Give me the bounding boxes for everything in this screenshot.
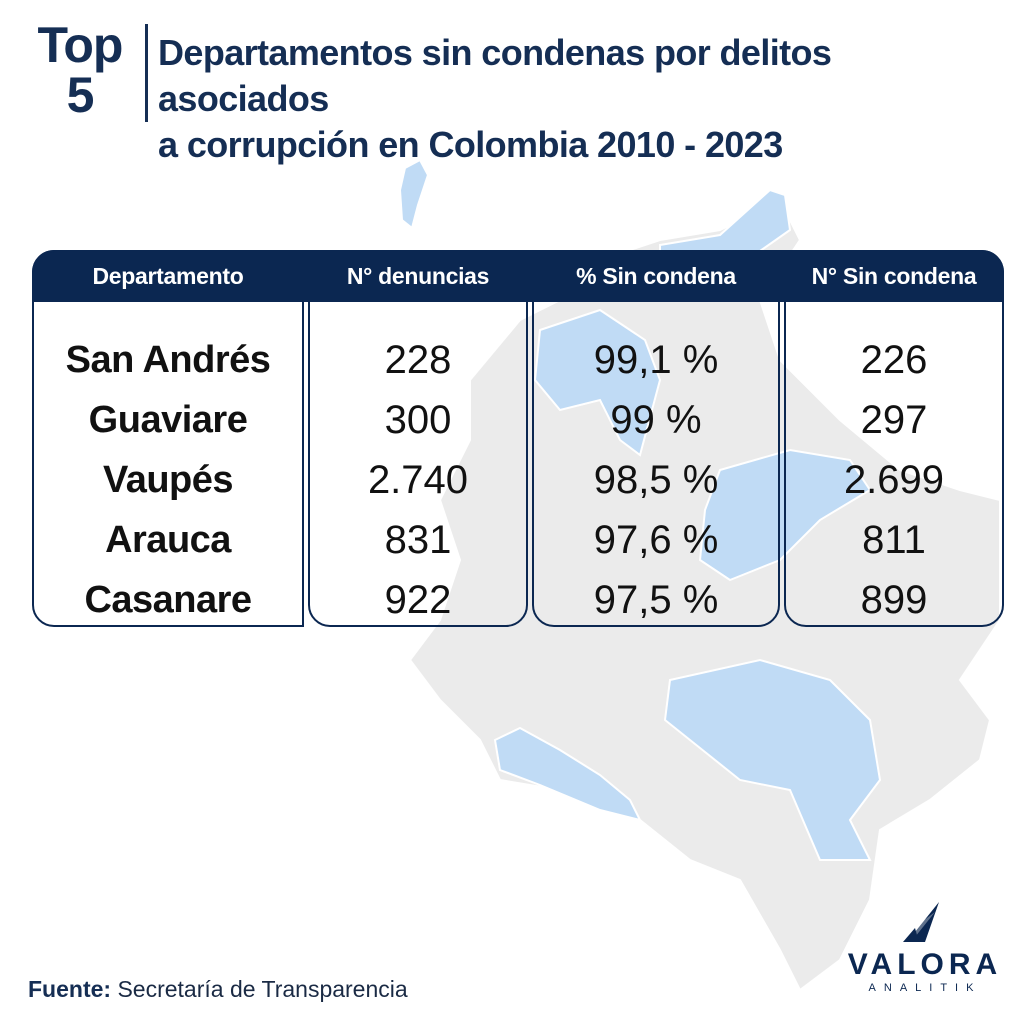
source-label: Fuente: — [28, 976, 112, 1002]
header-divider — [145, 24, 148, 122]
table-cell: 226 — [860, 337, 928, 382]
table-cell: 2.699 — [843, 457, 945, 502]
page-title-line1: Departamentos sin condenas por delitos a… — [158, 32, 832, 119]
column-box-sin-condena-num: 226 297 2.699 811 899 — [784, 250, 1004, 627]
source-text: Secretaría de Transparencia — [117, 976, 408, 1002]
table-cell: Casanare — [84, 578, 252, 621]
column-header-sin-condena-num: N° Sin condena — [784, 250, 1004, 302]
valora-logo-icon — [903, 902, 939, 942]
column-header-label: N° Sin condena — [811, 262, 977, 289]
table-cell: 97,5 % — [593, 577, 719, 622]
table-cell: 2.740 — [367, 457, 469, 502]
table-cell: San Andrés — [65, 338, 271, 381]
column-box-departamento: San Andrés Guaviare Vaupés Arauca Casana… — [32, 250, 304, 627]
map-region-west — [533, 308, 662, 457]
table-cell: Arauca — [105, 518, 231, 561]
column-box-sin-condena-pct: 99,1 % 99 % 98,5 % 97,6 % 97,5 % — [532, 250, 780, 627]
table-cell: 228 — [384, 337, 452, 382]
table-cell: 98,5 % — [593, 457, 719, 502]
column-header-sin-condena-pct: % Sin condena — [532, 250, 780, 302]
table-cell: 899 — [860, 577, 928, 622]
map-region-san-andres — [398, 158, 430, 230]
page-title: Departamentos sin condenas por delitos a… — [158, 30, 1008, 168]
source-note: Fuente: Secretaría de Transparencia — [28, 976, 408, 1003]
top-badge-line2: 5 — [66, 67, 95, 123]
top-badge: Top 5 — [30, 20, 130, 120]
top-badge-line1: Top — [37, 17, 124, 73]
valora-logo: VALORA ANALITIK — [845, 898, 1005, 998]
table-cell: Guaviare — [88, 398, 248, 441]
table-cell: 300 — [384, 397, 452, 442]
column-box-denuncias: 228 300 2.740 831 922 — [308, 250, 528, 627]
table-cell: Vaupés — [102, 458, 234, 501]
column-header-label: % Sin condena — [576, 262, 736, 289]
column-header-label: Departamento — [92, 262, 244, 289]
table-cell: 99,1 % — [593, 337, 719, 382]
table-cell: 99 % — [610, 397, 702, 442]
table-cell: 922 — [384, 577, 452, 622]
table-cell: 297 — [860, 397, 928, 442]
table-cell: 97,6 % — [593, 517, 719, 562]
table-cell: 831 — [384, 517, 452, 562]
logo-subtitle: ANALITIK — [868, 982, 982, 994]
map-region-casanare — [663, 658, 882, 861]
column-header-denuncias: N° denuncias — [308, 250, 528, 302]
column-header-departamento: Departamento — [32, 250, 304, 302]
map-region-south — [493, 726, 642, 822]
table-cell: 811 — [862, 517, 926, 562]
logo-name: VALORA — [847, 948, 1003, 981]
column-header-label: N° denuncias — [346, 262, 490, 289]
page-title-line2: a corrupción en Colombia 2010 - 2023 — [158, 124, 783, 165]
